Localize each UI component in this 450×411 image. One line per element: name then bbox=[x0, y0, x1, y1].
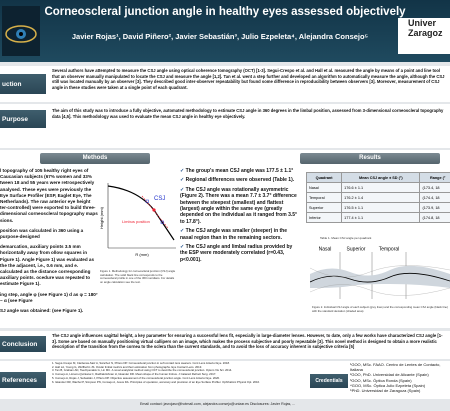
header-band bbox=[0, 0, 450, 62]
reference: 2. Hall LA, Young G, Wolffsohn JS. Ocula… bbox=[52, 364, 203, 369]
csj-label: CSJ bbox=[154, 196, 165, 202]
poster-title: Corneoscleral junction angle in healthy … bbox=[44, 6, 406, 18]
logo-text: Univer bbox=[408, 18, 437, 28]
region-label: Nasal bbox=[319, 246, 332, 252]
table-cell: 176.6 ± 1.1 bbox=[341, 182, 421, 193]
reference: 5. Consejo A, Rojas J, Sebastián J, Piñe… bbox=[52, 375, 220, 380]
table-row: Inferior 177.4 ± 1.1 (174.8, 18 bbox=[306, 212, 450, 223]
limbus-label: Limbus position bbox=[122, 219, 150, 224]
table-row: Nasal 176.6 ± 1.1 (173.4, 18 bbox=[306, 182, 450, 193]
limbus-point bbox=[152, 208, 156, 212]
table-header-cell: Range (° bbox=[419, 172, 450, 183]
credential: ³GOO, MSc. Óptica Ronda (Spain) bbox=[350, 377, 412, 383]
logo-text: Zaragoz bbox=[408, 28, 443, 38]
result-bullet: ✓ The CSJ angle was rotationally asymmet… bbox=[180, 187, 298, 225]
result-bullet: ✓ The group's mean CSJ angle was 177.5 ±… bbox=[180, 168, 298, 174]
reference: 1. Segui-Crespo M, Cárdenas-Saiz A, Sánc… bbox=[52, 362, 230, 365]
credential: ²GOO, PhD. Universidad de Alicante (Spai… bbox=[350, 372, 429, 378]
references-heading: References bbox=[0, 372, 46, 388]
conclusion-text: The CSJ angle influences sagittal height… bbox=[52, 333, 443, 350]
table-header-cell: Mean CSJ angle ± SD (°) bbox=[341, 172, 421, 183]
bullet: ✓ bbox=[180, 168, 186, 174]
bullet: ✓ bbox=[180, 244, 186, 251]
bullet-text: The CSJ angle was smaller (steeper) in t… bbox=[180, 228, 288, 241]
results-bullets: ✓ The group's mean CSJ angle was 177.5 ±… bbox=[180, 168, 298, 328]
region-label: Superior bbox=[347, 246, 366, 252]
region-label: Temporal bbox=[379, 246, 400, 252]
reference: 6. Iskander DR, Wachel P, Simpson PN, Co… bbox=[52, 379, 260, 384]
methods-paragraph: l topography of 105 healthy right eyes o… bbox=[0, 168, 98, 223]
result-bullet: ✓ Regional differences were observed (Ta… bbox=[180, 177, 298, 183]
methods-paragraph: position was calculated in 360 using a p… bbox=[0, 227, 84, 240]
purpose-text: The aim of this study was to introduce a… bbox=[52, 108, 444, 119]
aux-point bbox=[160, 220, 164, 224]
methods-column: l topography of 105 healthy right eyes o… bbox=[0, 168, 98, 328]
sd-band bbox=[310, 265, 450, 288]
methods-paragraph: SJ angle was obtained: (see Figure 1). bbox=[0, 308, 84, 314]
conclusion-heading: Conclusion bbox=[0, 336, 46, 352]
credentials-heading: Credentials bbox=[310, 374, 348, 388]
x-axis-label: R (mm) bbox=[135, 252, 149, 257]
individual-lines bbox=[310, 265, 450, 296]
credentials-list: ¹GOO, MSc. FAAO. Centro de Lentes de Con… bbox=[350, 362, 450, 399]
table-cell: Nasal bbox=[306, 182, 343, 193]
table-cell: 176.5 ± 1.1 bbox=[341, 202, 421, 213]
table-cell: 176.2 ± 1.4 bbox=[341, 192, 421, 203]
conclusion-band bbox=[0, 331, 450, 359]
intro-heading: uction bbox=[0, 74, 46, 94]
aux-point bbox=[145, 199, 149, 203]
table-cell: (174.8, 18 bbox=[419, 212, 450, 223]
table-header-cell: Quadrant bbox=[306, 172, 343, 183]
bullet-text: Regional differences were observed (Tabl… bbox=[185, 177, 295, 184]
reference: 4. Consejo A, Llorens-Quintana C, Radhak… bbox=[52, 372, 217, 377]
right-logo: Univer Zaragoz bbox=[398, 18, 450, 54]
credential: ⁵PhD. Universidad de Zaragoza (Spain) bbox=[350, 388, 421, 394]
methods-paragraph: demarcation, auxiliary points 3.5 mm hor… bbox=[0, 244, 95, 287]
profile-curve bbox=[107, 185, 175, 241]
table-1: Quadrant Mean CSJ angle ± SD (°) Range (° N… bbox=[306, 172, 450, 234]
methods-heading: Methods bbox=[40, 153, 150, 164]
table-cell: (173.4, 18 bbox=[419, 182, 450, 193]
figure-1: CSJ Limbus position Height (mm) R (mm) bbox=[99, 183, 176, 257]
table-cell: Temporal bbox=[306, 192, 343, 203]
y-axis-label: Height (mm) bbox=[99, 206, 104, 229]
figure-2-caption: Figure 2. Individual CSJ angle of each s… bbox=[312, 306, 448, 313]
bullet: ✓ bbox=[180, 186, 186, 193]
credential: ¹GOO, MSc. FAAO. Centro de Lentes de Con… bbox=[350, 362, 441, 373]
figure-2: Nasal Superior Temporal bbox=[310, 246, 450, 299]
table-cell: Inferior bbox=[306, 212, 343, 223]
credential: ⁴GOO, MSc. Óptica Julio Ezpeleta (Spain) bbox=[350, 382, 426, 388]
table-row: Superior 176.5 ± 1.1 (173.9, 18 bbox=[306, 202, 450, 213]
table-1-caption: Table 1. Mean CSJ angle per quadrant bbox=[320, 236, 372, 240]
purpose-band bbox=[0, 104, 450, 148]
bullet-text: The CSJ angle and limbal radius provided… bbox=[180, 244, 293, 263]
table-cell: Superior bbox=[306, 202, 343, 213]
mean-line bbox=[310, 272, 450, 283]
results-table: Quadrant Mean CSJ angle ± SD (°) Range (° N… bbox=[306, 172, 450, 223]
bullet: ✓ bbox=[180, 177, 186, 184]
reference: 3. Tan B, Graham AD, Tsechpenakis G, Lin… bbox=[52, 368, 233, 373]
references-band bbox=[0, 361, 450, 399]
figure-1-caption: Figure 1. Methodology for corneoscleral … bbox=[100, 270, 176, 284]
table-row: Temporal 176.2 ± 1.4 (174.4, 18 bbox=[306, 192, 450, 203]
authors: Javier Rojas¹, David Piñero², Javier Seb… bbox=[71, 32, 369, 41]
bullet-text: The CSJ angle was rotationally asymmetri… bbox=[180, 186, 298, 225]
methods-paragraph: ing step, angle φ (see Figure 1) d as φ … bbox=[0, 291, 98, 303]
table-cell: (174.4, 18 bbox=[419, 192, 450, 203]
result-bullet: ✓ The CSJ angle and limbal radius provid… bbox=[180, 244, 298, 263]
results-heading: Results bbox=[300, 153, 440, 164]
result-bullet: ✓ The CSJ angle was smaller (steeper) in… bbox=[180, 228, 298, 241]
table-header-row: Quadrant Mean CSJ angle ± SD (°) Range (° bbox=[306, 172, 450, 183]
references-list: 1. Segui-Crespo M, Cárdenas-Saiz A, Sánc… bbox=[52, 362, 308, 399]
table-cell: (173.9, 18 bbox=[419, 202, 450, 213]
bullet: ✓ bbox=[180, 228, 186, 235]
bullet-text: The group's mean CSJ angle was 177.5 ± 1… bbox=[185, 168, 294, 174]
intro-text: Several authors have attempted to measur… bbox=[52, 68, 445, 90]
purpose-heading: Purpose bbox=[0, 110, 46, 128]
table-cell: 177.4 ± 1.1 bbox=[341, 212, 421, 223]
left-logo bbox=[2, 6, 40, 56]
intro-band bbox=[0, 66, 450, 102]
footer: Email contact: javrojasv@hotmail.com, al… bbox=[140, 402, 296, 406]
